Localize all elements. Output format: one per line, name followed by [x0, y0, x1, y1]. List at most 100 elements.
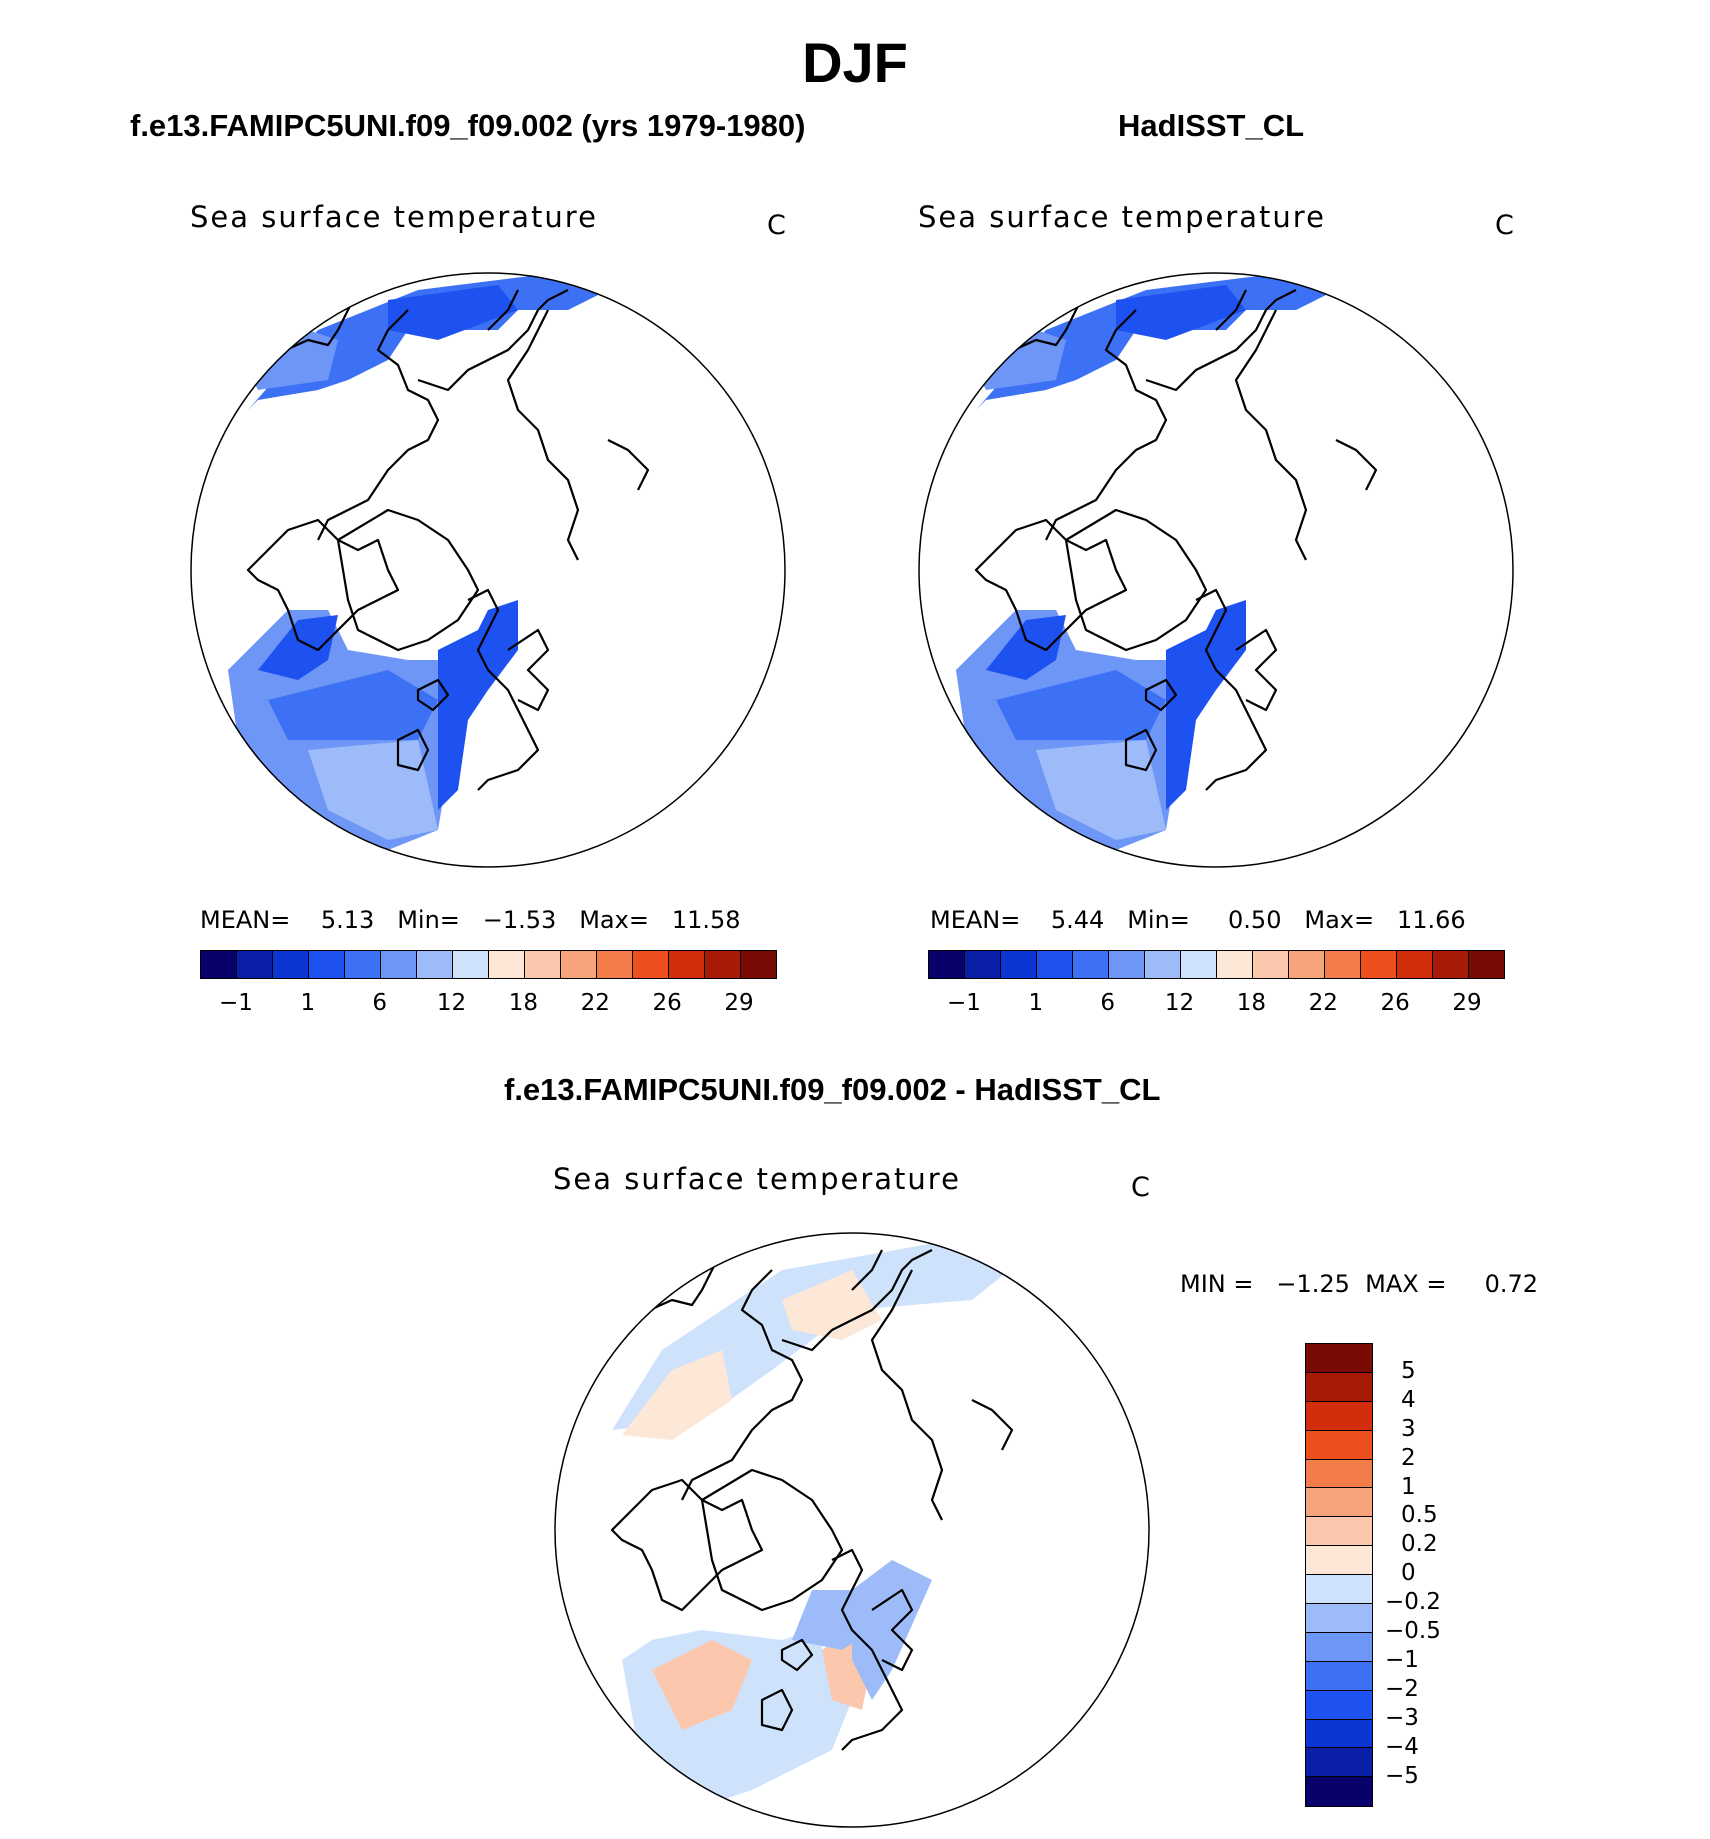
- coastline: [700, 1468, 844, 1612]
- panel1-polar-map: [190, 272, 786, 868]
- panel3-stats: MIN = −1.25 MAX = 0.72: [1180, 1270, 1539, 1298]
- coastline: [591, 1234, 733, 1327]
- colorbar-swatch: [1306, 1430, 1372, 1460]
- colorbar-tick-label: −0.2: [1385, 1589, 1441, 1616]
- sst-field-region: [996, 670, 1166, 740]
- coastline: [317, 309, 440, 541]
- colorbar-tick-label: −4: [1385, 1733, 1419, 1760]
- colorbar-swatch: [345, 951, 381, 978]
- colorbar-swatch: [273, 951, 309, 978]
- panel2-unit: C: [1495, 210, 1514, 241]
- colorbar-swatch: [1217, 951, 1253, 978]
- colorbar-tick-label: 22: [1308, 990, 1338, 1016]
- colorbar-swatch: [309, 951, 345, 978]
- colorbar-swatch: [705, 951, 741, 978]
- sst-field-region: [652, 1640, 752, 1730]
- panel3-polar-map: [554, 1232, 1150, 1828]
- colorbar-tick-label: −0.5: [1385, 1618, 1441, 1644]
- colorbar-swatch: [1306, 1459, 1372, 1489]
- colorbar-swatch: [1253, 951, 1289, 978]
- coastline: [1045, 309, 1168, 541]
- colorbar-swatch: [1181, 951, 1217, 978]
- coastline: [246, 518, 400, 652]
- colorbar-tick-label: −5: [1385, 1762, 1419, 1789]
- coastline: [831, 1548, 904, 1751]
- colorbar-tick-label: 12: [436, 990, 467, 1016]
- colorbar-swatch: [1001, 951, 1037, 978]
- panel3-colorbar-ticks: 5 4 3 2 1 0.5 0.2 0 −0.2 −0.5 −1 −2 −3 −4 −5: [1385, 1343, 1485, 1813]
- sst-field-region: [976, 330, 1066, 390]
- colorbar-swatch: [489, 951, 525, 978]
- map-boundary-circle: [918, 272, 1514, 868]
- panel1-case-title: f.e13.FAMIPC5UNI.f09_f09.002 (yrs 1979-1…: [130, 108, 806, 143]
- coastline: [1235, 628, 1278, 712]
- coastline: [870, 1269, 944, 1521]
- colorbar-swatch: [1306, 1748, 1372, 1778]
- colorbar-tick-label: 1: [1401, 1473, 1416, 1500]
- sst-field-region: [976, 273, 1336, 410]
- sst-field-region: [258, 615, 338, 680]
- colorbar-swatch: [1325, 951, 1361, 978]
- colorbar-swatch: [1306, 1401, 1372, 1431]
- colorbar-tick-label: 0.2: [1401, 1531, 1438, 1558]
- coastline: [417, 289, 569, 392]
- colorbar-swatch: [1306, 1575, 1372, 1605]
- coastline: [607, 439, 650, 491]
- colorbar-swatch: [1306, 1344, 1372, 1373]
- coastline: [1064, 508, 1208, 652]
- colorbar-tick-label: 1: [1028, 990, 1044, 1016]
- panel1-variable-title: Sea surface temperature: [190, 200, 598, 234]
- panel1-unit: C: [767, 210, 786, 241]
- colorbar-swatch: [929, 951, 965, 978]
- colorbar-swatch: [1306, 1690, 1372, 1720]
- colorbar-swatch: [381, 951, 417, 978]
- colorbar-swatch: [417, 951, 453, 978]
- colorbar-swatch: [965, 951, 1001, 978]
- panel2-case-title: HadISST_CL: [1118, 108, 1305, 143]
- colorbar-tick-label: 6: [372, 990, 388, 1016]
- colorbar-tick-label: 3: [1401, 1415, 1416, 1442]
- colorbar-swatch: [1433, 951, 1469, 978]
- coastline: [1215, 289, 1247, 331]
- colorbar-tick-label: 0.5: [1401, 1502, 1438, 1529]
- coastline: [1144, 678, 1178, 712]
- map-boundary-circle: [554, 1232, 1150, 1828]
- coastline: [467, 588, 540, 791]
- colorbar-swatch: [453, 951, 489, 978]
- sst-field-region: [622, 1350, 732, 1440]
- panel2-stats: MEAN= 5.44 Min= 0.50 Max= 11.66: [930, 906, 1466, 934]
- coastline: [1234, 309, 1308, 561]
- colorbar-swatch: [1037, 951, 1073, 978]
- colorbar-tick-label: −1: [1385, 1646, 1419, 1673]
- colorbar-swatch: [1306, 1632, 1372, 1662]
- panel2-variable-title: Sea surface temperature: [918, 200, 1326, 234]
- panel1-colorbar-ticks: −1 1 6 12 18 22 26 29: [200, 990, 775, 1020]
- panel2-colorbar: [928, 950, 1505, 979]
- colorbar-swatch: [1306, 1604, 1372, 1633]
- colorbar-swatch: [1306, 1719, 1372, 1749]
- colorbar-swatch: [561, 951, 597, 978]
- colorbar-tick-label: 6: [1100, 990, 1116, 1016]
- map-boundary-circle: [190, 272, 786, 868]
- sst-field-region: [248, 330, 338, 390]
- colorbar-swatch: [1306, 1517, 1372, 1547]
- colorbar-swatch: [633, 951, 669, 978]
- panel3-case-title: f.e13.FAMIPC5UNI.f09_f09.002 - HadISST_C…: [504, 1072, 1161, 1107]
- coastline: [971, 1399, 1014, 1451]
- colorbar-tick-label: 5: [1401, 1357, 1416, 1384]
- colorbar-swatch: [525, 951, 561, 978]
- colorbar-swatch: [669, 951, 705, 978]
- coastline: [871, 1588, 914, 1672]
- coastline: [1145, 289, 1297, 392]
- coastline: [507, 628, 550, 712]
- coastline: [396, 728, 430, 772]
- colorbar-tick-label: −1: [946, 990, 981, 1016]
- panel3-colorbar: [1305, 1343, 1373, 1808]
- colorbar-swatch: [1397, 951, 1433, 978]
- colorbar-tick-label: 1: [300, 990, 316, 1016]
- colorbar-tick-label: 2: [1401, 1444, 1416, 1471]
- coastline: [416, 678, 450, 712]
- colorbar-swatch: [1306, 1372, 1372, 1402]
- sst-field-region: [308, 740, 438, 840]
- colorbar-swatch: [1073, 951, 1109, 978]
